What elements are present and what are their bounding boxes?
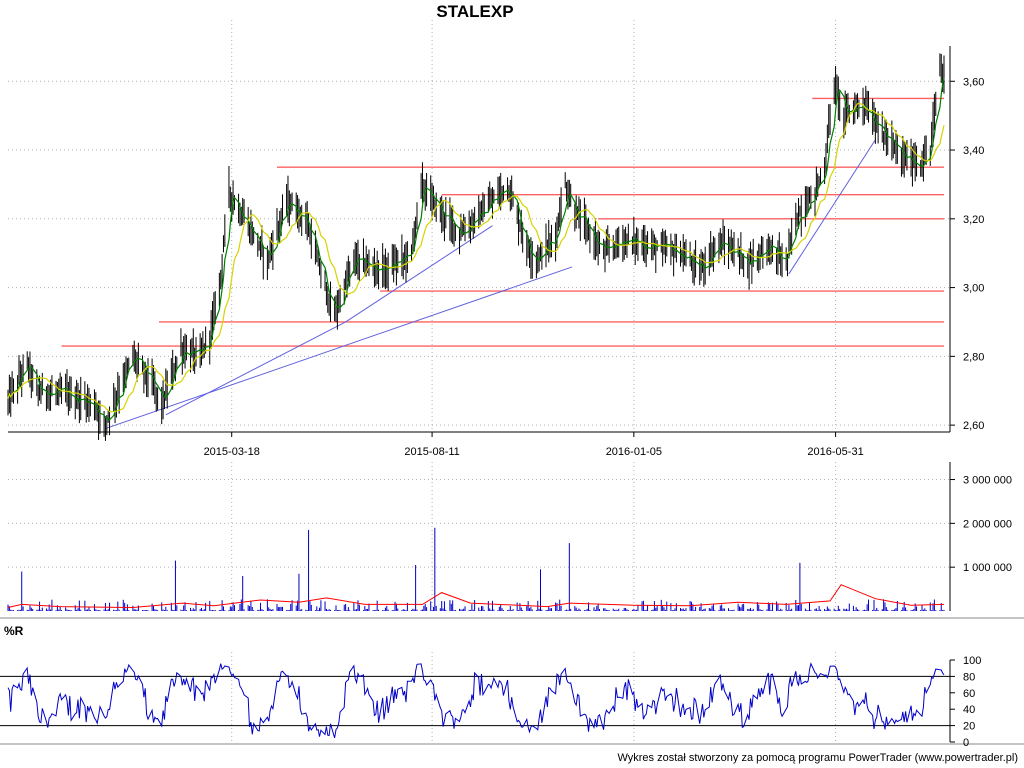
y-tick-label: 3,40: [963, 145, 984, 157]
williams-r-tick-label: 20: [963, 721, 975, 733]
volume-bars: [7, 527, 945, 611]
williams-r-tick-label: 80: [963, 671, 975, 683]
volume-tick-label: 1 000 000: [963, 562, 1012, 574]
trend-line: [345, 225, 493, 323]
footer-credit: Wykres został stworzony za pomocą progra…: [617, 752, 1018, 764]
chart-title: STALEXP: [436, 2, 514, 21]
trend-line: [105, 266, 573, 430]
volume-grid: [8, 462, 950, 611]
trend-line: [165, 321, 346, 416]
williams-r-line: [7, 662, 945, 739]
trend-line: [788, 139, 876, 275]
x-tick-label: 2015-08-11: [404, 446, 459, 458]
moving-averages: [7, 77, 945, 421]
williams-r-tick-label: 100: [963, 655, 981, 667]
x-tick-label: 2015-03-18: [204, 446, 260, 458]
moving-average-slow: [7, 102, 945, 413]
y-tick-label: 3,00: [963, 283, 984, 295]
williams-r-tick-label: 40: [963, 704, 975, 716]
x-tick-label: 2016-01-05: [606, 446, 662, 458]
williams-r-tick-label: 60: [963, 688, 975, 700]
williams-r-tick-label: 0: [963, 737, 969, 749]
volume-tick-label: 3 000 000: [963, 475, 1012, 487]
y-tick-label: 3,60: [963, 76, 984, 88]
williams-r-grid: [0, 652, 950, 742]
volume-axis: 1 000 000 2 000 000 3 000 000: [950, 475, 1012, 574]
y-tick-label: 2,80: [963, 351, 984, 363]
trend-lines: [105, 139, 876, 430]
y-tick-label: 3,20: [963, 214, 984, 226]
volume-tick-label: 2 000 000: [963, 518, 1012, 530]
moving-average-fast: [7, 77, 945, 421]
williams-r-series: [7, 662, 945, 739]
y-tick-label: 2,60: [963, 420, 984, 432]
volume-average-line: [7, 584, 945, 609]
price-candles: [7, 53, 945, 441]
williams-r-axis: 0 20 40 60 80 100: [950, 655, 981, 749]
x-tick-label: 2016-05-31: [807, 446, 863, 458]
indicator-label: %R: [4, 624, 24, 638]
price-axis: 2015-03-18 2015-08-11 2016-01-05 2016-05-31…: [0, 46, 1024, 745]
